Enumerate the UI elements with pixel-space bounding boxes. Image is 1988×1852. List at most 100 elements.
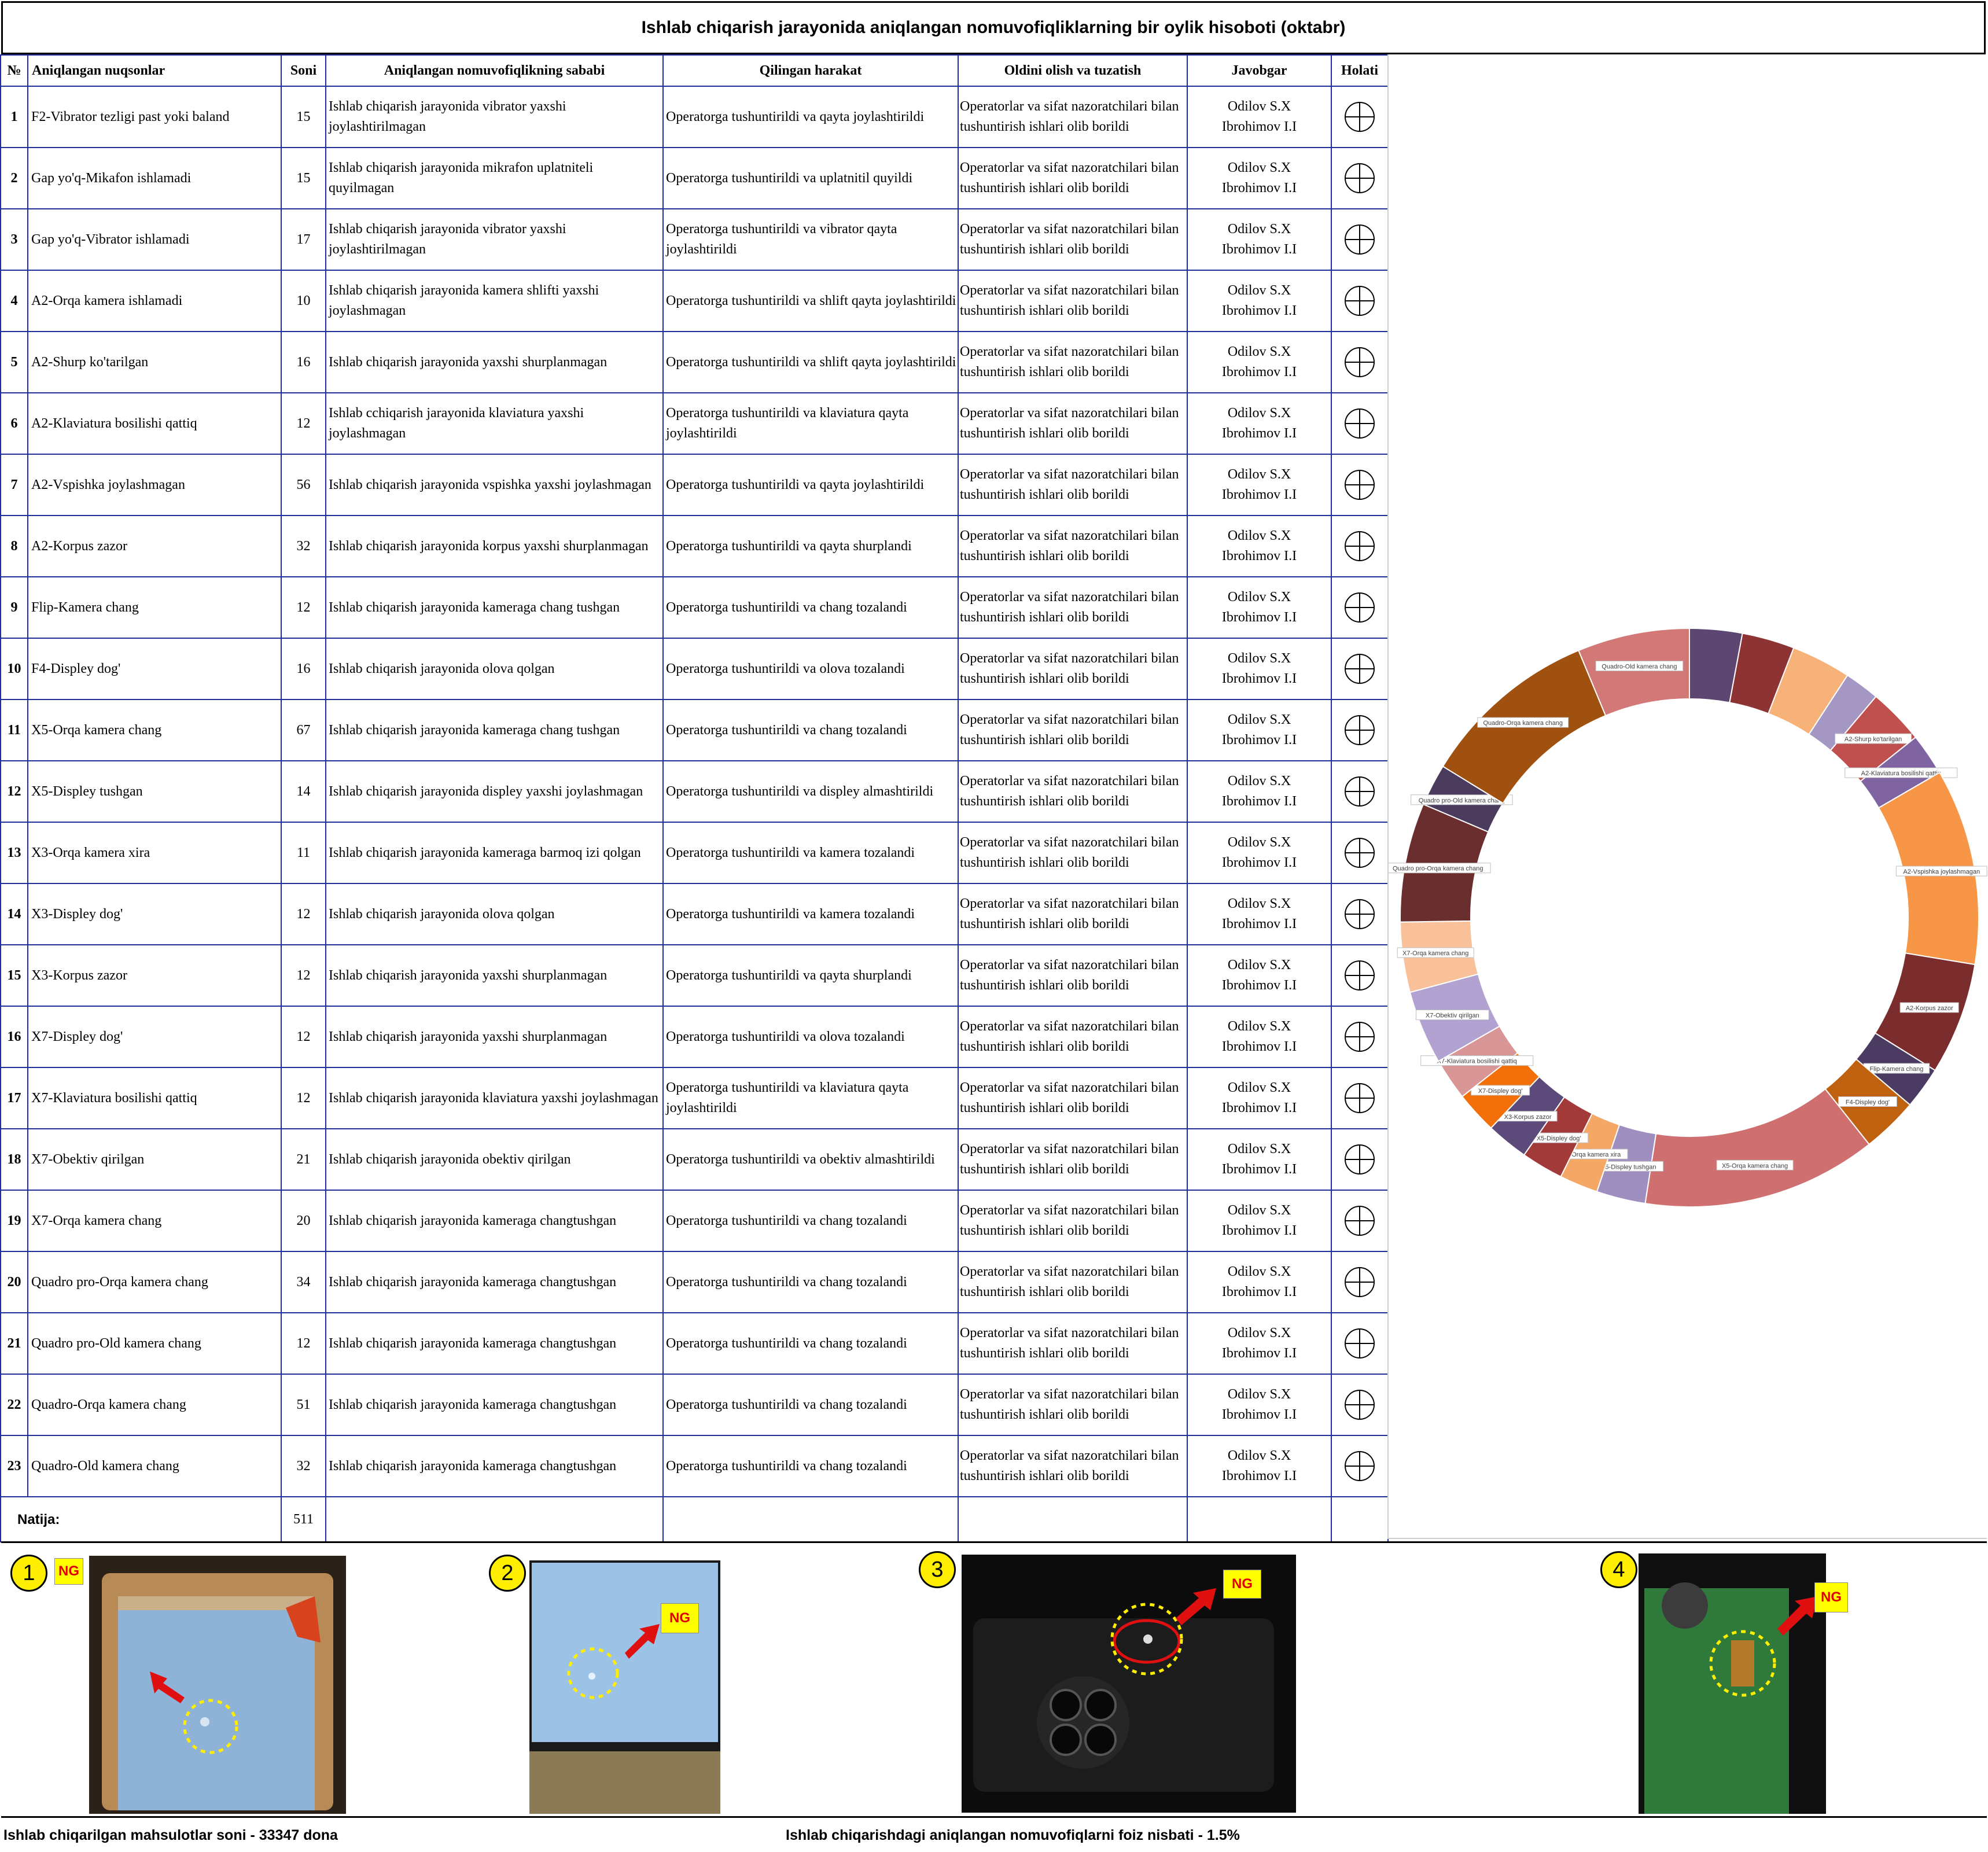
table-row: 12 X5-Displey tushgan 14 Ishlab chiqarish j… — [0, 760, 1389, 823]
chart-slice — [1644, 1088, 1870, 1207]
table-row: 14 X3-Displey dog' 12 Ishlab chiqarish jara… — [0, 883, 1389, 945]
table-row: 22 Quadro-Orqa kamera chang 51 Ishlab chiqa… — [0, 1374, 1389, 1436]
responsible-person-1: Odilov S.X — [1227, 590, 1291, 605]
defect-cause: Ishlab chiqarish jarayonida kameraga cha… — [325, 1190, 664, 1252]
row-number: 14 — [0, 883, 28, 945]
row-number: 16 — [0, 1006, 28, 1068]
defect-cause: Ishlab chiqarish jarayonida vspishka yax… — [325, 454, 664, 516]
row-number: 4 — [0, 270, 28, 332]
responsible-persons: Odilov S.X Ibrohimov I.I — [1187, 699, 1332, 761]
responsible-persons: Odilov S.X Ibrohimov I.I — [1187, 147, 1332, 209]
photo-1-ng-tag: NG — [54, 1558, 83, 1585]
chart-slice-label: Quadro pro-Old kamera chang — [1411, 794, 1513, 805]
status-circle-cross-icon — [1345, 224, 1375, 255]
table-row: 16 X7-Displey dog' 12 Ishlab chiqarish jara… — [0, 1006, 1389, 1068]
photo-2-number-badge: 2 — [489, 1555, 526, 1592]
photo-2-display-spot — [529, 1560, 720, 1814]
defect-name: F2-Vibrator tezligi past yoki baland — [27, 86, 282, 148]
prevention-measure: Operatorlar va sifat nazoratchilari bila… — [958, 270, 1188, 332]
table-row: 15 X3-Korpus zazor 12 Ishlab chiqarish jara… — [0, 944, 1389, 1007]
responsible-persons: Odilov S.X Ibrohimov I.I — [1187, 822, 1332, 884]
table-row: 8 A2-Korpus zazor 32 Ishlab chiqarish jaray… — [0, 515, 1389, 577]
responsible-person-1: Odilov S.X — [1227, 1326, 1291, 1341]
responsible-person-2: Ibrohimov I.I — [1221, 1223, 1297, 1238]
defect-cause: Ishlab chiqarish jarayonida obektiv qiri… — [325, 1128, 664, 1191]
status-cell — [1331, 1312, 1389, 1375]
defect-name: X3-Displey dog' — [27, 883, 282, 945]
responsible-person-2: Ibrohimov I.I — [1221, 978, 1297, 993]
status-cell — [1331, 699, 1389, 761]
status-circle-cross-icon — [1345, 899, 1375, 929]
defect-name: X5-Displey tushgan — [27, 760, 282, 823]
row-number: 15 — [0, 944, 28, 1007]
table-row: 18 X7-Obektiv qirilgan 21 Ishlab chiqarish … — [0, 1128, 1389, 1191]
responsible-person-2: Ibrohimov I.I — [1221, 855, 1297, 870]
responsible-person-2: Ibrohimov I.I — [1221, 364, 1297, 380]
responsible-person-1: Odilov S.X — [1227, 406, 1291, 421]
status-circle-cross-icon — [1345, 286, 1375, 316]
status-circle-cross-icon — [1345, 1144, 1375, 1174]
row-number: 6 — [0, 392, 28, 455]
table-row: 6 A2-Klaviatura bosilishi qattiq 12 Ishlab … — [0, 392, 1389, 455]
table-row: 7 A2-Vspishka joylashmagan 56 Ishlab chiqar… — [0, 454, 1389, 516]
action-taken: Operatorga tushuntirildi va qayta joylas… — [662, 86, 959, 148]
defect-count: 15 — [281, 147, 326, 209]
defect-count: 32 — [281, 515, 326, 577]
responsible-person-1: Odilov S.X — [1227, 1264, 1291, 1279]
table-row: 21 Quadro pro-Old kamera chang 12 Ishlab ch… — [0, 1312, 1389, 1375]
status-cell — [1331, 1251, 1389, 1313]
svg-text:X7-Displey dog': X7-Displey dog' — [1478, 1088, 1523, 1095]
status-cell — [1331, 1435, 1389, 1497]
table-row: 23 Quadro-Old kamera chang 32 Ishlab chiqar… — [0, 1435, 1389, 1497]
defect-count: 16 — [281, 331, 326, 393]
prevention-measure: Operatorlar va sifat nazoratchilari bila… — [958, 760, 1188, 823]
status-cell — [1331, 270, 1389, 332]
col-header-count: Soni — [281, 54, 326, 87]
defect-name: Quadro pro-Orqa kamera chang — [27, 1251, 282, 1313]
action-taken: Operatorga tushuntirildi va klaviatura q… — [662, 1067, 959, 1129]
svg-text:Quadro pro-Old kamera chang: Quadro pro-Old kamera chang — [1419, 797, 1505, 804]
responsible-persons: Odilov S.X Ibrohimov I.I — [1187, 515, 1332, 577]
defect-name: A2-Orqa kamera ishlamadi — [27, 270, 282, 332]
status-circle-cross-icon — [1345, 1328, 1375, 1358]
responsible-persons: Odilov S.X Ibrohimov I.I — [1187, 1006, 1332, 1068]
chart-slice-label: A2-Shurp ko'tarilgan — [1835, 733, 1912, 744]
status-cell — [1331, 944, 1389, 1007]
defect-cause: Ishlab chiqarish jarayonida kameraga cha… — [325, 1251, 664, 1313]
row-number: 17 — [0, 1067, 28, 1129]
svg-text:A2-Vspishka joylashmagan: A2-Vspishka joylashmagan — [1903, 868, 1980, 875]
responsible-person-1: Odilov S.X — [1227, 774, 1291, 789]
prevention-measure: Operatorlar va sifat nazoratchilari bila… — [958, 699, 1188, 761]
defect-count: 12 — [281, 1312, 326, 1375]
status-cell — [1331, 454, 1389, 516]
defect-count: 10 — [281, 270, 326, 332]
row-number: 5 — [0, 331, 28, 393]
responsible-persons: Odilov S.X Ibrohimov I.I — [1187, 1067, 1332, 1129]
action-taken: Operatorga tushuntirildi va kamera tozal… — [662, 883, 959, 945]
chart-slice-label: X5-Displey tushgan — [1593, 1161, 1664, 1172]
defects-doughnut-chart: A2-Shurp ko'tarilgan A2-Klaviatura bosili… — [1389, 627, 1987, 1207]
defect-count: 12 — [281, 1006, 326, 1068]
defect-name: X7-Klaviatura bosilishi qattiq — [27, 1067, 282, 1129]
responsible-person-1: Odilov S.X — [1227, 283, 1291, 298]
defect-cause: Ishlab chiqarish jarayonida yaxshi shurp… — [325, 1006, 664, 1068]
responsible-person-2: Ibrohimov I.I — [1221, 1162, 1297, 1177]
table-row: 20 Quadro pro-Orqa kamera chang 34 Ishlab c… — [0, 1251, 1389, 1313]
responsible-person-2: Ibrohimov I.I — [1221, 610, 1297, 625]
photo-4-ng-tag: NG — [1814, 1582, 1848, 1612]
total-empty-cell — [1331, 1496, 1389, 1542]
defect-cause: Ishlab chiqarish jarayonida yaxshi shurp… — [325, 331, 664, 393]
report-footer: Ishlab chiqarilgan mahsulotlar soni - 33… — [0, 1818, 1988, 1852]
responsible-persons: Odilov S.X Ibrohimov I.I — [1187, 1312, 1332, 1375]
status-circle-cross-icon — [1345, 654, 1375, 684]
responsible-person-2: Ibrohimov I.I — [1221, 1100, 1297, 1115]
action-taken: Operatorga tushuntirildi va olova tozala… — [662, 1006, 959, 1068]
action-taken: Operatorga tushuntirildi va chang tozala… — [662, 1435, 959, 1497]
responsible-person-2: Ibrohimov I.I — [1221, 303, 1297, 318]
table-row: 3 Gap yo'q-Vibrator ishlamadi 17 Ishlab chi… — [0, 208, 1389, 271]
total-empty-cell — [958, 1496, 1188, 1542]
prevention-measure: Operatorlar va sifat nazoratchilari bila… — [958, 1067, 1188, 1129]
status-circle-cross-icon — [1345, 1267, 1375, 1297]
defect-name: Quadro-Orqa kamera chang — [27, 1374, 282, 1436]
status-circle-cross-icon — [1345, 1390, 1375, 1420]
